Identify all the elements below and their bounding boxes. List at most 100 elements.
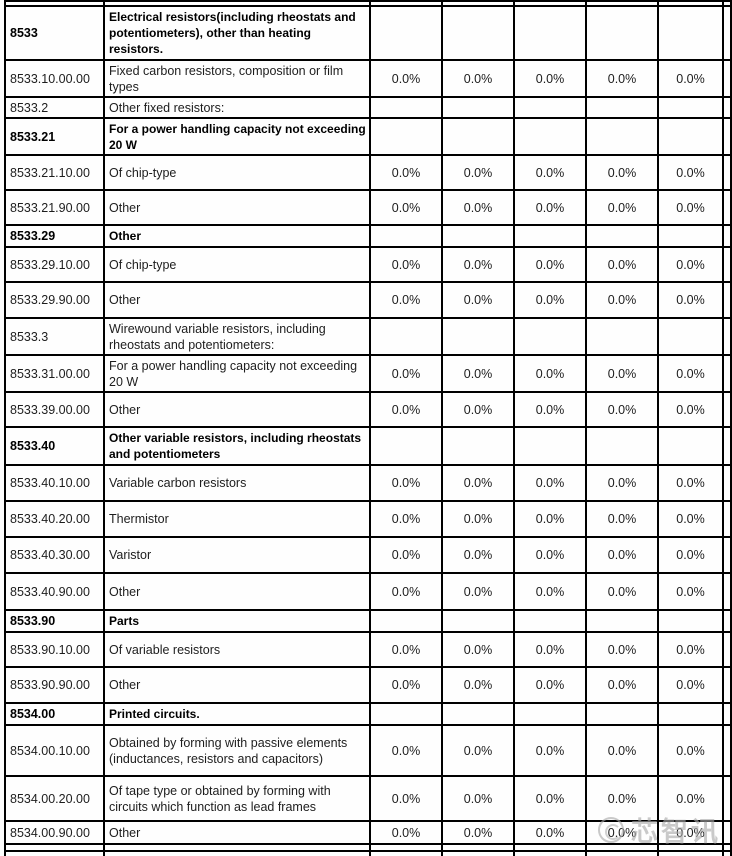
clipped-column-cell	[722, 702, 732, 726]
description-cell	[103, 850, 371, 856]
hs-code-cell: 8533.21.10.00	[4, 154, 105, 191]
rate-cell: 0.0%	[369, 59, 443, 98]
table-row-8533.40.10.00: 8533.40.10.00 Variable carbon resistors 0.…	[4, 464, 732, 502]
rate-cell: 0.0%	[369, 154, 443, 191]
rate-cell	[441, 117, 515, 156]
table-row-8533.40.30.00: 8533.40.30.00 Varistor 0.0% 0.0% 0.0% 0.0% 0.0…	[4, 536, 732, 574]
hs-code-cell: 8533.29.10.00	[4, 246, 105, 283]
rate-cell: 0.0%	[513, 281, 587, 319]
hs-code-cell: 8533	[4, 5, 105, 61]
table-row-8533.2: 8533.2 Other fixed resistors:	[4, 96, 732, 119]
description-cell: Obtained by forming with passive element…	[103, 724, 371, 777]
rate-cell	[585, 117, 659, 156]
hs-code-cell: 8533.29.90.00	[4, 281, 105, 319]
rate-cell: 0.0%	[369, 724, 443, 777]
rate-cell: 0.0%	[657, 536, 724, 574]
description-cell: Other variable resistors, including rheo…	[103, 426, 371, 466]
hs-code-cell: 8533.90.90.00	[4, 666, 105, 704]
rate-cell: 0.0%	[441, 536, 515, 574]
description-cell: Other	[103, 666, 371, 704]
description-cell: Other	[103, 391, 371, 428]
description-cell: For a power handling capacity not exceed…	[103, 354, 371, 393]
rate-cell	[441, 609, 515, 633]
rate-cell	[513, 850, 587, 856]
hs-code-cell: 8533.90.10.00	[4, 631, 105, 668]
rate-cell	[369, 5, 443, 61]
description-cell	[103, 0, 371, 7]
rate-cell: 0.0%	[513, 631, 587, 668]
rate-cell	[369, 850, 443, 856]
rate-cell	[585, 702, 659, 726]
hs-code-cell: 8533.10.00.00	[4, 59, 105, 98]
clipped-column-cell	[722, 5, 732, 61]
rate-cell: 0.0%	[441, 631, 515, 668]
rate-cell	[585, 96, 659, 119]
table-row-8533.21: 8533.21 For a power handling capacity not…	[4, 117, 732, 156]
rate-cell: 0.0%	[369, 391, 443, 428]
rate-cell: 0.0%	[585, 666, 659, 704]
clipped-column-cell	[722, 281, 732, 319]
table-row-8533.40.90.00: 8533.40.90.00 Other 0.0% 0.0% 0.0% 0.0% 0.0%	[4, 572, 732, 611]
description-cell: Other	[103, 189, 371, 226]
hs-code-cell: 8533.21	[4, 117, 105, 156]
rate-cell: 0.0%	[513, 572, 587, 611]
rate-cell: 0.0%	[441, 354, 515, 393]
rate-cell	[369, 426, 443, 466]
rate-cell: 0.0%	[369, 500, 443, 538]
rate-cell	[585, 5, 659, 61]
rate-cell: 0.0%	[657, 631, 724, 668]
table-row-8534.00.10.00: 8534.00.10.00 Obtained by forming with pa…	[4, 724, 732, 777]
rate-cell: 0.0%	[585, 724, 659, 777]
rate-cell: 0.0%	[657, 354, 724, 393]
clipped-column-cell	[722, 775, 732, 822]
rate-cell	[369, 843, 443, 852]
rate-cell: 0.0%	[369, 281, 443, 319]
rate-cell: 0.0%	[585, 246, 659, 283]
rate-cell	[585, 0, 659, 7]
rate-cell	[441, 224, 515, 248]
clipped-column-cell	[722, 631, 732, 668]
hs-code-cell: 8534.00.20.00	[4, 775, 105, 822]
clipped-column-cell	[722, 224, 732, 248]
description-cell: Of variable resistors	[103, 631, 371, 668]
rate-cell	[369, 96, 443, 119]
rate-cell	[513, 0, 587, 7]
rate-cell	[513, 426, 587, 466]
table-row-8533.3: 8533.3 Wirewound variable resistors, incl…	[4, 317, 732, 356]
table-row-8533.29.90.00: 8533.29.90.00 Other 0.0% 0.0% 0.0% 0.0% 0.0%	[4, 281, 732, 319]
table-row-8533.21.10.00: 8533.21.10.00 Of chip-type 0.0% 0.0% 0.0% 0.0…	[4, 154, 732, 191]
rate-cell	[441, 0, 515, 7]
hs-code-cell: 8533.40.20.00	[4, 500, 105, 538]
hs-code-cell: 8533.90	[4, 609, 105, 633]
description-cell: Other	[103, 820, 371, 845]
rate-cell: 0.0%	[369, 536, 443, 574]
rate-cell: 0.0%	[585, 59, 659, 98]
description-cell: Other	[103, 572, 371, 611]
rate-cell	[513, 5, 587, 61]
rate-cell: 0.0%	[585, 775, 659, 822]
rate-cell	[585, 317, 659, 356]
rate-cell	[369, 609, 443, 633]
rate-cell	[513, 317, 587, 356]
description-cell: Parts	[103, 609, 371, 633]
clipped-column-cell	[722, 317, 732, 356]
rate-cell: 0.0%	[657, 775, 724, 822]
clipped-column-cell	[722, 246, 732, 283]
rate-cell	[657, 117, 724, 156]
rate-cell	[585, 850, 659, 856]
tariff-rate-table: 8533 Electrical resistors(including rheos…	[4, 0, 732, 856]
rate-cell: 0.0%	[657, 500, 724, 538]
table-row-8533.90.90.00: 8533.90.90.00 Other 0.0% 0.0% 0.0% 0.0% 0.0%	[4, 666, 732, 704]
rate-cell: 0.0%	[513, 775, 587, 822]
table-row-partial	[4, 0, 732, 7]
rate-cell: 0.0%	[369, 820, 443, 845]
clipped-column-cell	[722, 609, 732, 633]
rate-cell: 0.0%	[513, 464, 587, 502]
hs-code-cell	[4, 843, 105, 852]
description-cell: Of tape type or obtained by forming with…	[103, 775, 371, 822]
rate-cell: 0.0%	[441, 281, 515, 319]
clipped-column-cell	[722, 820, 732, 845]
table-row-8534.00.20.00: 8534.00.20.00 Of tape type or obtained by…	[4, 775, 732, 822]
hs-code-cell: 8533.21.90.00	[4, 189, 105, 226]
